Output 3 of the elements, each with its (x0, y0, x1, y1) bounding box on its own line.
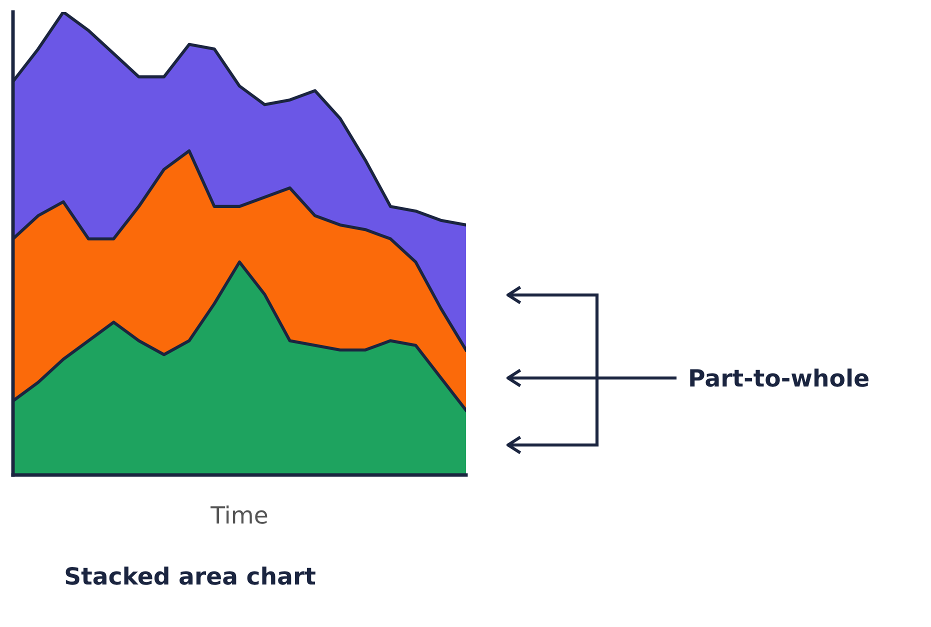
text: Part-to-whole (690, 368, 868, 387)
x-axis-title: Time (210, 506, 268, 524)
text: Stacked area chart (66, 566, 316, 585)
